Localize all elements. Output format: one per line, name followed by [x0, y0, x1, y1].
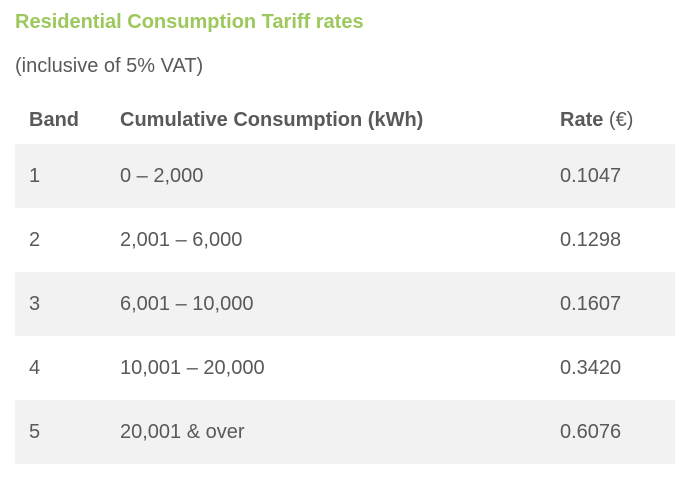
table-row: 5 20,001 & over 0.6076 — [15, 400, 675, 464]
table-row: 3 6,001 – 10,000 0.1607 — [15, 272, 675, 336]
cell-rate: 0.1047 — [560, 165, 622, 187]
cell-consumption: 20,001 & over — [120, 421, 245, 443]
page-subtitle: (inclusive of 5% VAT) — [15, 55, 204, 77]
cell-band: 2 — [29, 229, 41, 251]
table-row: 4 10,001 – 20,000 0.3420 — [15, 336, 675, 400]
cell-rate: 0.1298 — [560, 229, 622, 251]
cell-rate: 0.1607 — [560, 293, 622, 315]
cell-rate: 0.6076 — [560, 421, 622, 443]
header-rate-unit: (€) — [608, 109, 634, 131]
table-row: 2 2,001 – 6,000 0.1298 — [15, 208, 675, 272]
cell-band: 5 — [29, 421, 41, 443]
cell-consumption: 6,001 – 10,000 — [120, 293, 254, 315]
header-rate: Rate (€) — [546, 104, 675, 144]
table-row: 1 0 – 2,000 0.1047 — [15, 144, 675, 208]
tariff-table: Band Cumulative Consumption (kWh) Rate (… — [15, 104, 675, 464]
tariff-page: Residential Consumption Tariff rates (in… — [0, 10, 690, 464]
cell-band: 3 — [29, 293, 41, 315]
cell-rate: 0.3420 — [560, 357, 622, 379]
table-header-row: Band Cumulative Consumption (kWh) Rate (… — [15, 104, 675, 144]
header-rate-label: Rate — [560, 109, 604, 131]
header-consumption: Cumulative Consumption (kWh) — [120, 109, 424, 131]
cell-band: 4 — [29, 357, 41, 379]
cell-consumption: 2,001 – 6,000 — [120, 229, 243, 251]
cell-consumption: 10,001 – 20,000 — [120, 357, 265, 379]
page-title: Residential Consumption Tariff rates — [15, 11, 364, 33]
header-band: Band — [29, 109, 79, 131]
cell-consumption: 0 – 2,000 — [120, 165, 204, 187]
cell-band: 1 — [29, 165, 41, 187]
